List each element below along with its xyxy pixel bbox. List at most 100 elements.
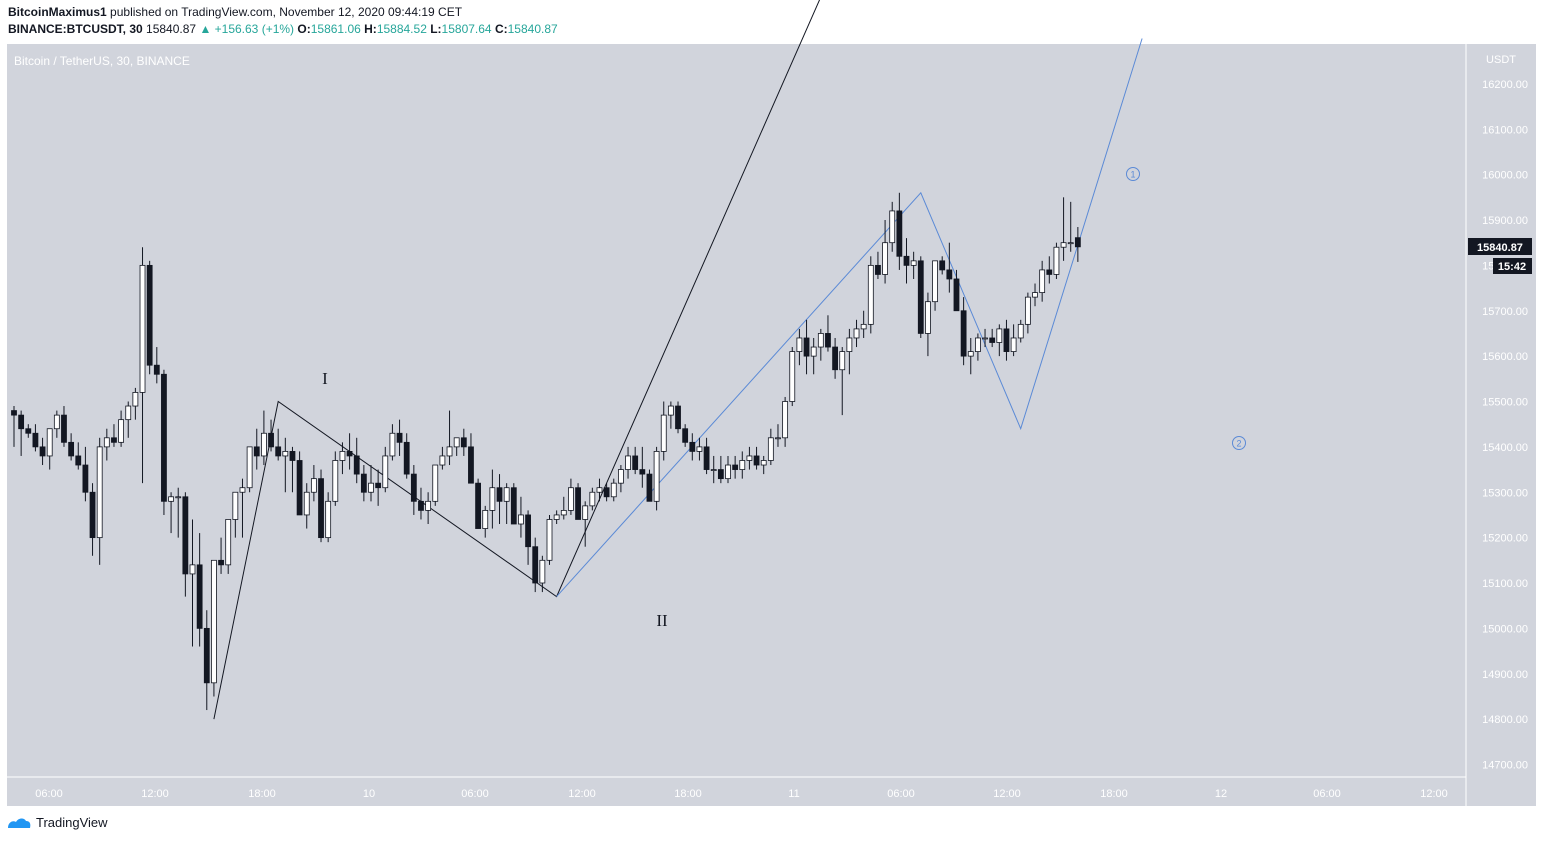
candle (453, 437, 460, 456)
candle-down-body (89, 491, 96, 539)
candle-up-body (782, 401, 789, 439)
wave-label-II: II (656, 611, 668, 630)
author-name[interactable]: BitcoinMaximus1 (8, 5, 107, 19)
candle (353, 437, 360, 484)
candle (389, 424, 396, 461)
candle-up-body (1024, 296, 1031, 325)
candle-up-body (853, 328, 860, 339)
candle-up-body (653, 451, 660, 502)
candle (39, 437, 46, 466)
y-tick-label: 15500.00 (1482, 397, 1528, 409)
candle-up-body (889, 210, 896, 244)
candle (717, 455, 724, 484)
candle (810, 337, 817, 375)
candle (232, 491, 239, 538)
candle (560, 496, 567, 520)
candle-down-body (960, 310, 967, 357)
candle (132, 387, 139, 420)
candle (710, 455, 717, 484)
candle (696, 437, 703, 461)
candle (953, 269, 960, 312)
candle-up-body (282, 451, 289, 457)
candle-up-body (489, 487, 496, 511)
candle (289, 446, 296, 493)
candle (510, 483, 517, 525)
low-value: 15807.64 (441, 22, 492, 36)
candle-down-body (360, 473, 367, 493)
candle (268, 419, 274, 452)
candle-down-body (218, 559, 224, 566)
x-tick-label: 06:00 (1313, 788, 1341, 800)
y-tick-label: 14900.00 (1482, 669, 1528, 681)
candle-up-body (860, 323, 867, 330)
candle-up-body (1017, 323, 1024, 339)
candle-down-body (717, 469, 724, 480)
candle (346, 433, 353, 470)
candle (203, 610, 210, 711)
candle (189, 519, 196, 647)
candle (867, 256, 874, 334)
current-price-tag (1468, 238, 1532, 255)
candle-up-body (582, 505, 589, 520)
candle-up-body (139, 264, 146, 393)
candle-down-body (111, 437, 117, 443)
candle-down-body (161, 373, 167, 502)
candle (796, 328, 803, 366)
candle-up-body (168, 496, 174, 502)
candle-up-body (1060, 242, 1067, 248)
y-tick-label: 15200.00 (1482, 533, 1528, 545)
candle (218, 537, 224, 574)
candle (625, 446, 631, 479)
y-tick-label: 15600.00 (1482, 351, 1528, 363)
candle (875, 251, 881, 279)
circle-ring (1232, 436, 1246, 450)
candle (789, 347, 796, 407)
candle (967, 337, 974, 375)
candle-up-body (339, 451, 346, 461)
candle (946, 242, 953, 293)
candle (832, 337, 838, 379)
candle-up-body (232, 491, 239, 520)
candle-up-body (589, 491, 596, 507)
candle-down-body (875, 264, 881, 275)
candle (646, 469, 653, 502)
candle (46, 428, 53, 470)
candle (275, 428, 282, 461)
candle (318, 469, 324, 543)
candle (503, 483, 510, 525)
candle-up-body (1039, 269, 1046, 294)
candle-down-body (525, 514, 531, 548)
candle (32, 424, 39, 452)
tradingview-footer[interactable]: TradingView (6, 815, 108, 830)
candle-up-body (746, 455, 753, 461)
candle-up-body (817, 333, 824, 348)
candle (1024, 292, 1031, 334)
candle-up-body (225, 519, 232, 566)
candle (575, 483, 581, 520)
candle-down-body (475, 482, 482, 529)
candle (403, 433, 410, 479)
close-label: C: (494, 22, 508, 36)
candle-down-body (1074, 237, 1081, 248)
candle-down-body (703, 446, 710, 470)
candle-up-body (967, 351, 974, 357)
candle-up-body (618, 469, 624, 484)
candle-down-body (403, 441, 410, 475)
candle-up-body (596, 487, 603, 493)
candle (1074, 227, 1081, 262)
countdown-tag (1493, 258, 1532, 274)
candle (425, 492, 432, 525)
candle (153, 347, 160, 384)
candle-down-body (603, 487, 610, 498)
candle (910, 251, 917, 279)
candle (896, 192, 903, 270)
candle-up-body (539, 559, 546, 584)
candle (903, 238, 910, 284)
high-label: H: (364, 22, 377, 36)
candle (746, 446, 753, 470)
candle-up-body (482, 509, 489, 529)
candle-up-body (810, 346, 817, 357)
candle-down-body (460, 437, 467, 448)
x-tick-label: 18:00 (1100, 788, 1128, 800)
